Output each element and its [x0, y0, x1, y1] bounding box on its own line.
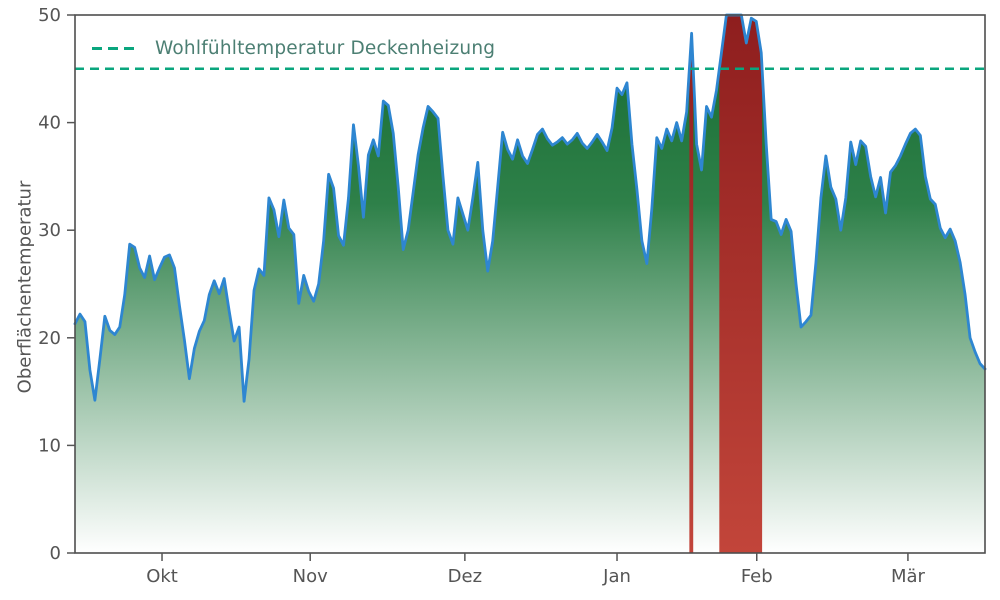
x-tick-label: Jan	[602, 566, 631, 587]
threshold-line-swatch	[92, 46, 140, 51]
y-tick-label: 0	[50, 543, 61, 564]
y-tick-label: 50	[38, 5, 61, 26]
y-tick-label: 20	[38, 328, 61, 349]
area-fill	[75, 15, 985, 553]
y-tick-label: 30	[38, 220, 61, 241]
legend: Wohlfühltemperatur Deckenheizung	[92, 38, 495, 59]
y-tick-label: 40	[38, 113, 61, 134]
y-tick-label: 10	[38, 435, 61, 456]
temperature-line	[73, 13, 987, 403]
x-tick-label: Mär	[891, 566, 926, 587]
x-tick-label: Feb	[741, 566, 773, 587]
x-tick-label: Dez	[448, 566, 482, 587]
over-threshold-region	[719, 15, 763, 553]
x-tick-label: Okt	[146, 566, 178, 587]
x-tick-label: Nov	[293, 566, 328, 587]
over-threshold-region	[689, 33, 694, 554]
plot-frame	[74, 14, 986, 554]
y-axis-title: Oberflächentemperatur	[14, 180, 36, 394]
legend-label: Wohlfühltemperatur Deckenheizung	[155, 38, 496, 59]
